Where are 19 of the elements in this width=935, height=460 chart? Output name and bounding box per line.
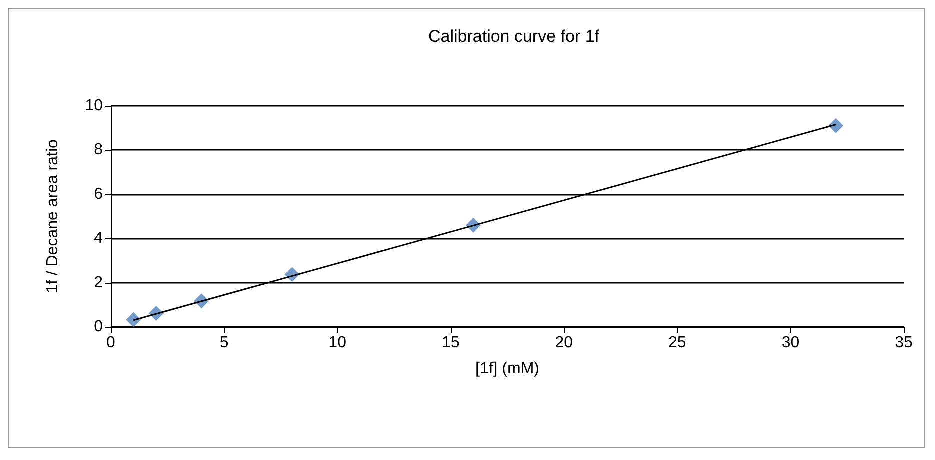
point <box>126 312 142 328</box>
x-tick-label: 20 <box>555 334 574 352</box>
x-tick-label: 0 <box>106 334 116 352</box>
x-tick-label: 10 <box>328 334 347 352</box>
chart-title: Calibration curve for 1f <box>428 27 600 46</box>
y-tick-label: 6 <box>94 186 104 203</box>
y-tick-label: 8 <box>94 142 104 159</box>
x-tick-label: 25 <box>668 334 686 352</box>
x-tick-label: 5 <box>220 334 229 352</box>
y-axis-title: 1f / Decane area ratio <box>44 139 62 294</box>
y-tick-label: 0 <box>94 318 104 336</box>
y-tick-label: 2 <box>94 274 104 292</box>
y-tick-label: 10 <box>85 98 104 114</box>
x-tick-label: 30 <box>782 334 800 352</box>
x-tick-label: 15 <box>442 334 460 352</box>
y-tick-label: 4 <box>94 230 104 248</box>
point <box>828 118 844 134</box>
x-axis-title: [1f] (mM) <box>476 360 540 378</box>
x-tick-label: 35 <box>895 334 913 352</box>
